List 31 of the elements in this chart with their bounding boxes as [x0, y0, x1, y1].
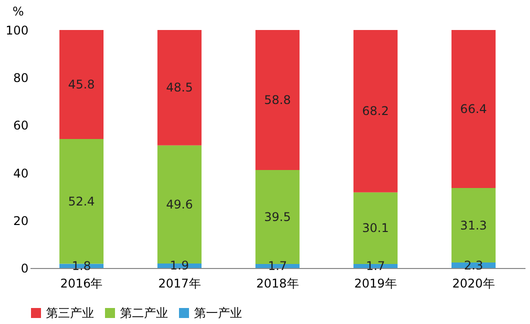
x-tick-label: 2019年 — [354, 276, 397, 290]
data-label: 39.5 — [264, 210, 291, 224]
data-label: 48.5 — [166, 80, 193, 95]
legend-label: 第二产业 — [120, 306, 168, 320]
data-label: 45.8 — [68, 78, 95, 92]
data-label: 49.6 — [166, 197, 193, 212]
x-tick-label: 2017年 — [158, 276, 201, 290]
x-tick-label: 2018年 — [256, 276, 299, 290]
bar — [451, 30, 496, 188]
legend-label: 第一产业 — [194, 306, 242, 320]
data-label: 58.8 — [264, 92, 291, 107]
y-tick-label: 40 — [13, 166, 28, 180]
bar — [353, 30, 398, 192]
data-label: 31.3 — [460, 218, 487, 232]
y-axis-title: % — [12, 4, 24, 18]
x-tick-label: 2016年 — [60, 276, 103, 290]
y-tick-label: 100 — [6, 24, 28, 38]
bar — [255, 30, 300, 170]
x-tick-label: 2020年 — [452, 276, 495, 290]
y-tick-label: 20 — [13, 214, 28, 228]
y-tick-label: 80 — [13, 71, 28, 86]
data-label: 52.4 — [68, 194, 95, 208]
y-tick-label: 60 — [13, 118, 28, 133]
bar — [157, 30, 202, 146]
bar — [59, 30, 104, 140]
data-label: 68.2 — [362, 104, 389, 118]
data-label: 30.1 — [362, 221, 389, 236]
legend-label: 第三产业 — [46, 306, 94, 320]
data-label: 2.3 — [464, 258, 484, 272]
data-label: 66.4 — [460, 102, 487, 116]
y-tick-label: 0 — [20, 262, 28, 276]
